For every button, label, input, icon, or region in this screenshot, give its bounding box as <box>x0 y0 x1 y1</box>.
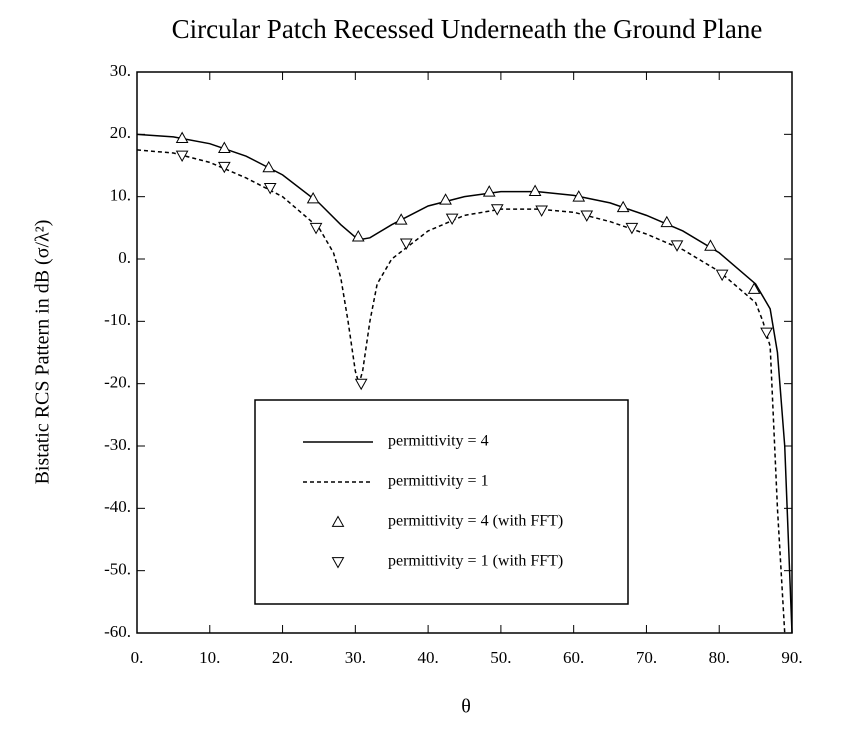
plot-frame <box>136 71 793 634</box>
marker <box>535 205 548 217</box>
marker <box>309 222 323 235</box>
marker <box>572 190 586 202</box>
marker <box>580 210 594 222</box>
marker <box>306 192 320 204</box>
marker <box>660 215 674 228</box>
marker <box>625 222 639 235</box>
marker <box>670 240 684 252</box>
marker <box>715 269 729 282</box>
marker <box>331 515 345 527</box>
marker <box>351 230 365 242</box>
x-axis-label: θ <box>461 696 471 718</box>
x-tick-label: 80. <box>709 648 730 667</box>
x-tick-label: 20. <box>272 648 293 667</box>
legend: permittivity = 4 permittivity = 1 permitti… <box>254 399 629 605</box>
marker <box>354 378 368 391</box>
x-tick-label: 10. <box>199 648 220 667</box>
marker <box>482 185 496 197</box>
legend-label: permittivity = 1 (with FFT) <box>388 553 563 570</box>
marker <box>704 239 717 251</box>
marker <box>394 213 408 225</box>
marker <box>747 282 761 294</box>
marker <box>217 141 231 153</box>
marker <box>616 200 630 213</box>
marker <box>439 193 452 205</box>
marker <box>175 131 189 143</box>
y-tick-label: -10. <box>104 310 131 329</box>
legend-label: permittivity = 1 <box>388 473 489 490</box>
marker <box>760 327 773 340</box>
marker <box>490 204 504 216</box>
legend-label: permittivity = 4 <box>388 433 489 450</box>
chart-title: Circular Patch Recessed Underneath the G… <box>172 14 763 44</box>
legend-label: permittivity = 4 (with FFT) <box>388 513 563 530</box>
series-line <box>136 133 793 634</box>
y-tick-label: 10. <box>110 186 131 205</box>
x-tick-label: 0. <box>131 648 144 667</box>
y-tick-label: -20. <box>104 373 131 392</box>
y-tick-label: -30. <box>104 435 131 454</box>
marker <box>399 238 413 250</box>
marker <box>175 150 189 163</box>
y-tick-label: -60. <box>104 622 131 641</box>
x-tick-label: 30. <box>345 648 366 667</box>
marker <box>528 184 542 196</box>
y-tick-label: -40. <box>104 497 131 516</box>
marker <box>331 557 345 569</box>
y-tick-label: 20. <box>110 123 131 142</box>
x-tick-label: 60. <box>563 648 584 667</box>
legend-box <box>254 399 629 605</box>
y-axis-label: Bistatic RCS Pattern in dB (σ/λ²) <box>32 220 54 485</box>
x-tick-label: 40. <box>417 648 438 667</box>
marker <box>217 161 231 174</box>
marker <box>263 183 277 195</box>
series-line <box>136 149 786 634</box>
y-tick-label: 30. <box>110 61 131 80</box>
x-tick-label: 90. <box>781 648 802 667</box>
y-tick-label: 0. <box>118 248 131 267</box>
y-tick-label: -50. <box>104 560 131 579</box>
x-tick-label: 50. <box>490 648 511 667</box>
marker <box>445 213 459 226</box>
marker <box>262 160 276 173</box>
x-tick-label: 70. <box>636 648 657 667</box>
